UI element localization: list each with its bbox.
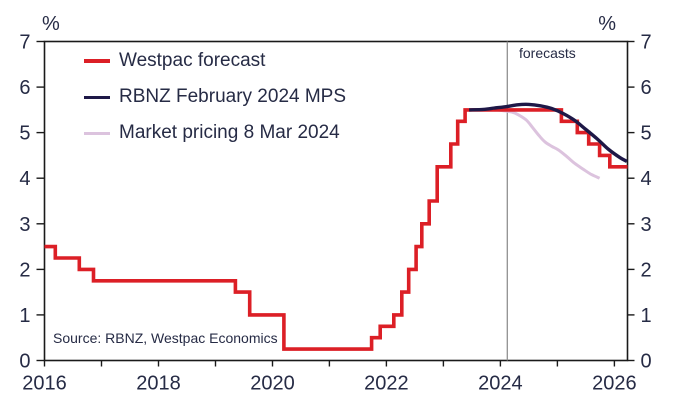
y-tick-label-right: 3 bbox=[641, 214, 652, 236]
x-tick-label: 2024 bbox=[478, 373, 523, 395]
y-tick-label-left: 5 bbox=[19, 123, 30, 145]
rbnz-line-swatch bbox=[84, 95, 110, 99]
legend-label-westpac: Westpac forecast bbox=[119, 50, 266, 71]
rbnz-mps-line bbox=[469, 102, 628, 163]
legend-label-market-pricing: Market pricing 8 Mar 2024 bbox=[119, 122, 340, 143]
y-tick-label-left: 0 bbox=[19, 351, 30, 373]
y-tick-label-right: 4 bbox=[641, 168, 652, 190]
y-tick-label-left: 6 bbox=[19, 77, 30, 99]
axes bbox=[36, 40, 635, 367]
y-tick-label-left: 3 bbox=[19, 214, 30, 236]
x-tick-label: 2022 bbox=[364, 373, 409, 395]
y-tick-label-right: 5 bbox=[641, 123, 652, 145]
x-tick-label: 2018 bbox=[136, 373, 181, 395]
y-tick-label-right: 0 bbox=[641, 351, 652, 373]
y-tick-label-left: 1 bbox=[19, 305, 30, 327]
plot-frame bbox=[43, 40, 629, 362]
x-tick-label: 2026 bbox=[592, 373, 637, 395]
x-tick-label: 2016 bbox=[22, 373, 67, 395]
y-tick-label-right: 1 bbox=[641, 305, 652, 327]
legend-item-westpac-forecast: Westpac forecast bbox=[84, 49, 346, 73]
y-tick-label-right: 7 bbox=[641, 32, 652, 54]
legend-label-rbnz: RBNZ February 2024 MPS bbox=[119, 86, 347, 107]
y-axis-unit-left: % bbox=[42, 13, 60, 35]
y-tick-label-right: 2 bbox=[641, 259, 652, 281]
y-tick-label-left: 4 bbox=[19, 168, 30, 190]
y-axis-unit-right: % bbox=[598, 13, 616, 35]
source-note: Source: RBNZ, Westpac Economics bbox=[53, 330, 278, 346]
market-pricing-line bbox=[497, 108, 601, 180]
y-tick-label-left: 7 bbox=[19, 32, 30, 54]
westpac-line-swatch bbox=[84, 59, 110, 63]
market-pricing-line-swatch bbox=[84, 131, 110, 135]
legend-item-rbnz-mps: RBNZ February 2024 MPS bbox=[84, 85, 346, 109]
series-lines bbox=[44, 102, 628, 351]
legend: Westpac forecast RBNZ February 2024 MPS … bbox=[84, 49, 346, 157]
x-tick-label: 2020 bbox=[250, 373, 295, 395]
y-tick-label-right: 6 bbox=[641, 77, 652, 99]
legend-item-market-pricing: Market pricing 8 Mar 2024 bbox=[84, 121, 346, 145]
y-tick-label-left: 2 bbox=[19, 259, 30, 281]
forecasts-annotation: forecasts bbox=[519, 45, 576, 61]
